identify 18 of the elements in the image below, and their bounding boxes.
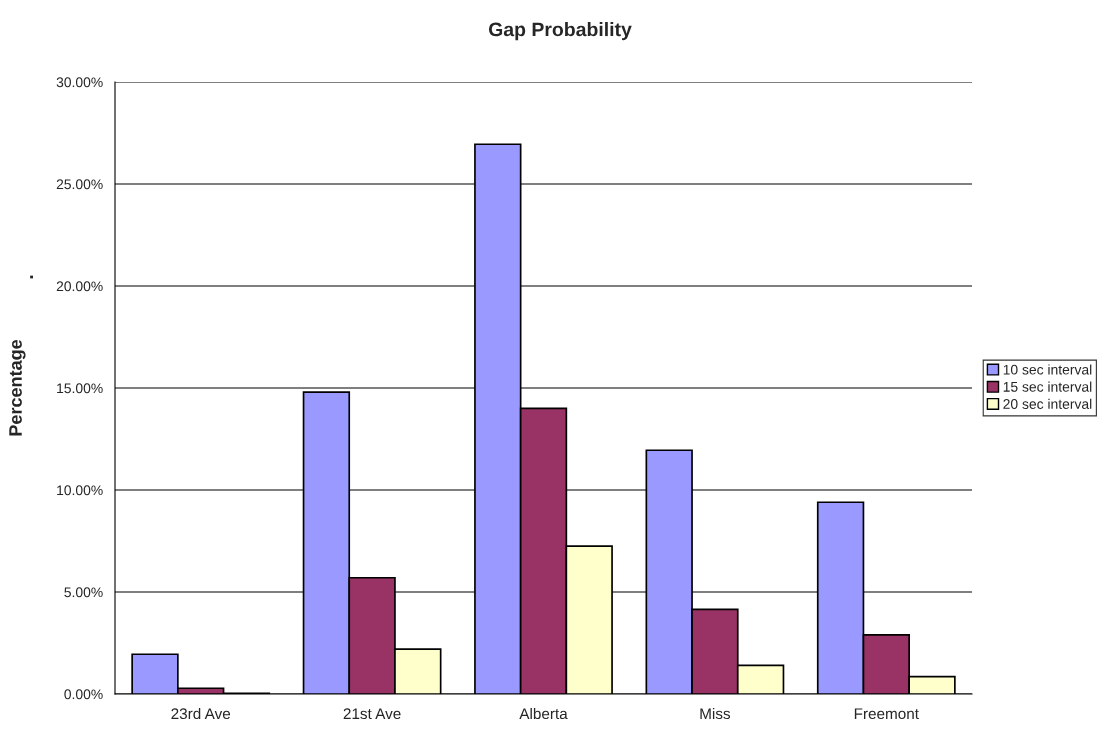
legend-label: 20 sec interval [1003, 398, 1092, 409]
x-tick-label: Freemont [854, 708, 919, 720]
x-tick-label: 23rd Ave [171, 707, 231, 720]
legend-label: 10 sec interval [1003, 364, 1092, 375]
text: . [30, 275, 34, 279]
y-tick-label: 10.00% [57, 485, 103, 496]
y-tick-label: 0.00% [64, 689, 103, 700]
y-tick-label: 5.00% [64, 587, 103, 598]
y-tick-label: 30.00% [56, 77, 103, 88]
x-tick-label: Alberta [519, 707, 568, 720]
y-tick-label: 15.00% [57, 383, 103, 394]
legend-label: 15 sec interval [1003, 381, 1092, 392]
x-tick-label: 21st Ave [343, 708, 401, 720]
y-tick-label: 25.00% [56, 179, 103, 190]
x-tick-label: Miss [700, 707, 731, 720]
chart-title: Gap Probability [488, 22, 632, 41]
y-axis-title: Percentage [9, 339, 26, 436]
y-tick-label: 20.00% [56, 281, 103, 292]
